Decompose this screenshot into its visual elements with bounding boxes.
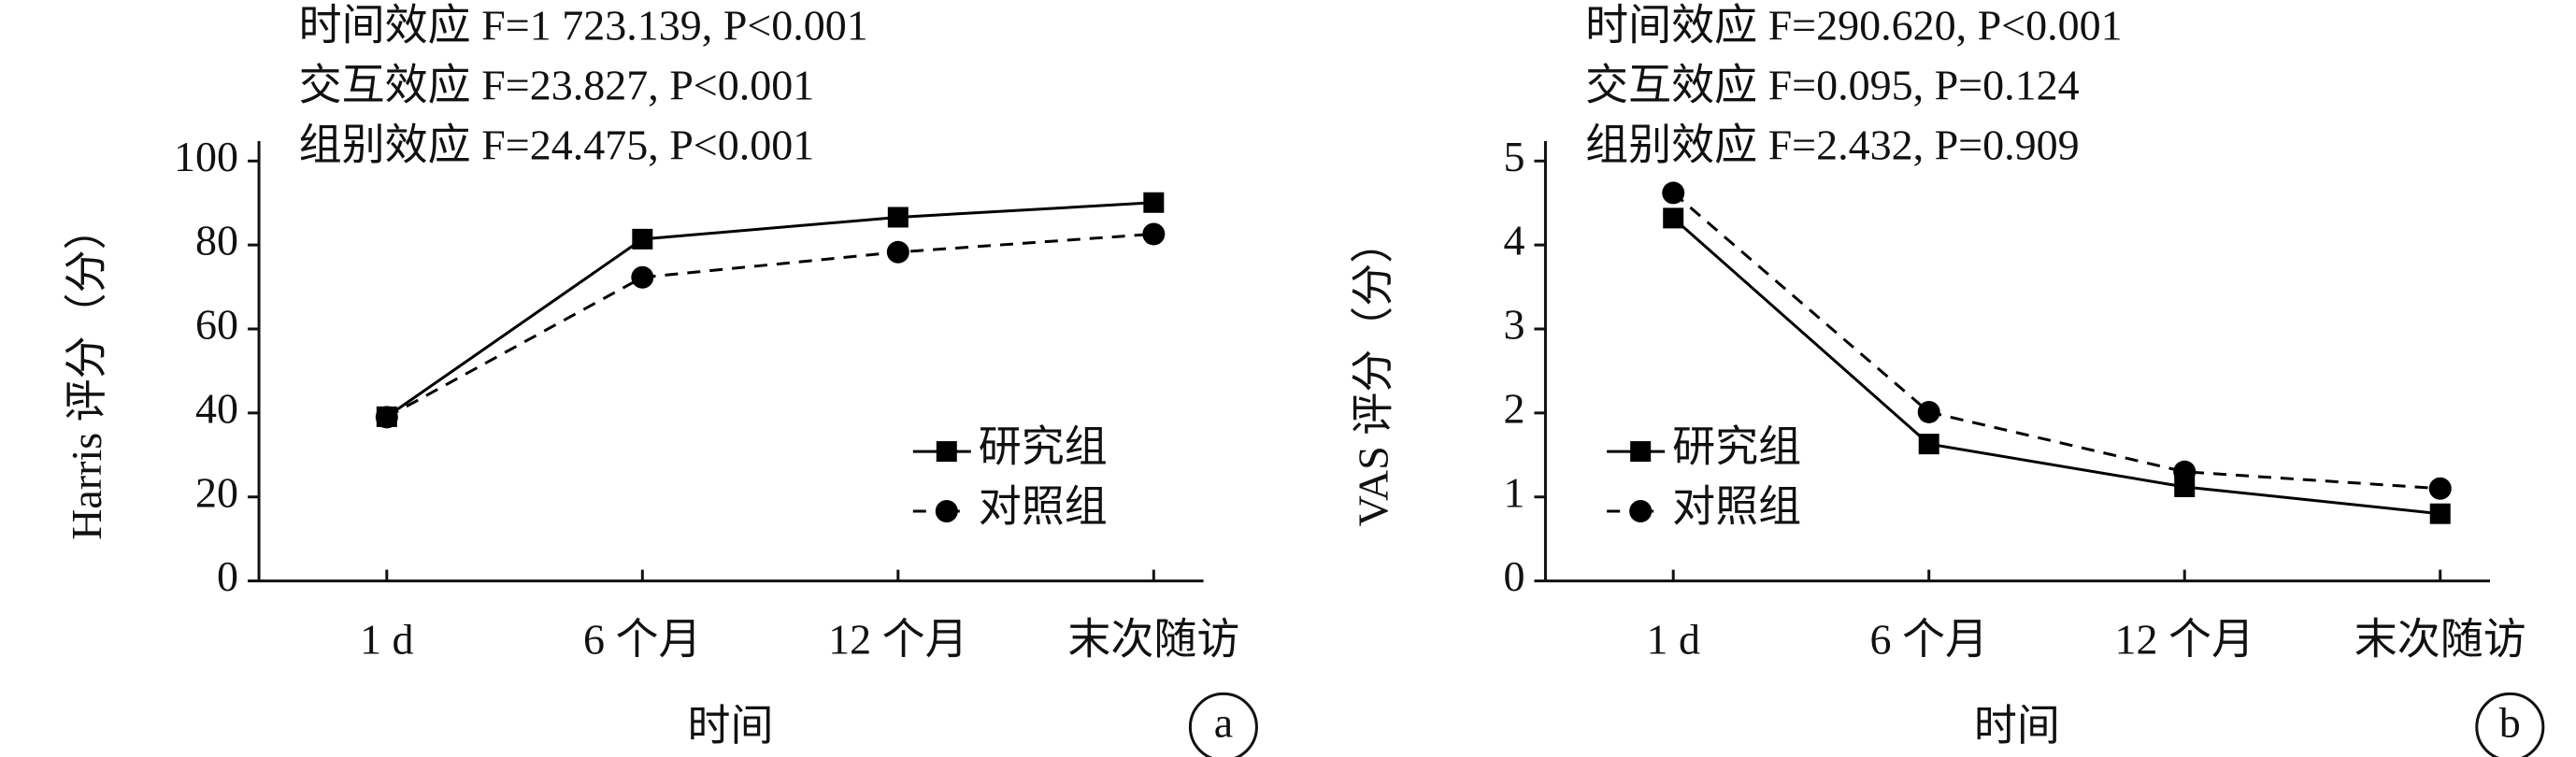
annotation: 时间效应 F=1 723.139, P<0.001	[299, 2, 868, 50]
marker	[2174, 476, 2196, 497]
y-tick-label: 3	[1503, 301, 1524, 349]
legend-label: 研究组	[979, 423, 1108, 471]
legend-label: 对照组	[979, 483, 1108, 531]
y-tick-label: 5	[1503, 133, 1524, 180]
marker	[1630, 441, 1652, 463]
annotation: 时间效应 F=290.620, P<0.001	[1585, 2, 2123, 50]
marker	[632, 228, 653, 250]
marker	[1917, 400, 1940, 423]
y-axis-label: Harris 评分（分）	[63, 207, 110, 539]
marker	[2173, 460, 2197, 483]
x-tick-label: 12 个月	[2114, 616, 2254, 664]
marker	[631, 265, 654, 289]
marker	[1143, 192, 1165, 213]
y-tick-label: 0	[1503, 552, 1524, 600]
y-tick-label: 0	[217, 552, 238, 600]
series-line	[1672, 217, 2440, 516]
marker	[1662, 181, 1685, 205]
y-tick-label: 1	[1503, 468, 1524, 516]
x-axis-label: 时间	[687, 702, 773, 750]
marker	[2428, 477, 2452, 500]
annotation: 组别效应 F=24.475, P<0.001	[299, 121, 815, 168]
series-line	[1672, 192, 2440, 491]
x-tick-label: 1 d	[1646, 616, 1700, 664]
marker	[1629, 500, 1653, 523]
y-tick-label: 4	[1503, 217, 1524, 264]
y-tick-label: 100	[174, 133, 238, 180]
series-line	[386, 232, 1154, 419]
marker	[1918, 434, 1939, 455]
marker	[2429, 503, 2451, 524]
y-tick-label: 2	[1503, 384, 1524, 432]
y-tick-label: 40	[195, 384, 238, 432]
panel-label: a	[1214, 698, 1233, 746]
x-tick-label: 1 d	[360, 616, 414, 664]
panel-label: b	[2499, 698, 2521, 746]
x-tick-label: 6 个月	[1869, 616, 1988, 664]
y-tick-label: 60	[195, 301, 238, 349]
y-tick-label: 80	[195, 217, 238, 264]
y-tick-label: 20	[195, 468, 238, 516]
marker	[936, 441, 957, 463]
x-tick-label: 6 个月	[583, 616, 702, 664]
legend-label: 研究组	[1672, 423, 1801, 471]
y-axis-label: VAS 评分（分）	[1350, 221, 1397, 527]
panel-circle	[2475, 692, 2545, 757]
marker	[886, 240, 909, 264]
legend-label: 对照组	[1672, 483, 1801, 531]
annotation: 组别效应 F=2.432, P=0.909	[1585, 121, 2080, 168]
series-line	[385, 201, 1154, 419]
marker	[1663, 207, 1684, 229]
marker	[935, 500, 958, 523]
x-axis-label: 时间	[1974, 702, 2060, 750]
annotation: 交互效应 F=0.095, P=0.124	[1585, 61, 2080, 108]
x-tick-label: 末次随访	[1067, 616, 1239, 664]
panel-circle	[1188, 692, 1258, 757]
x-tick-label: 12 个月	[828, 616, 968, 664]
x-tick-label: 末次随访	[2354, 616, 2526, 664]
marker	[1142, 222, 1166, 246]
annotation: 交互效应 F=23.827, P<0.001	[299, 61, 815, 108]
marker	[887, 207, 909, 228]
marker	[375, 406, 398, 429]
